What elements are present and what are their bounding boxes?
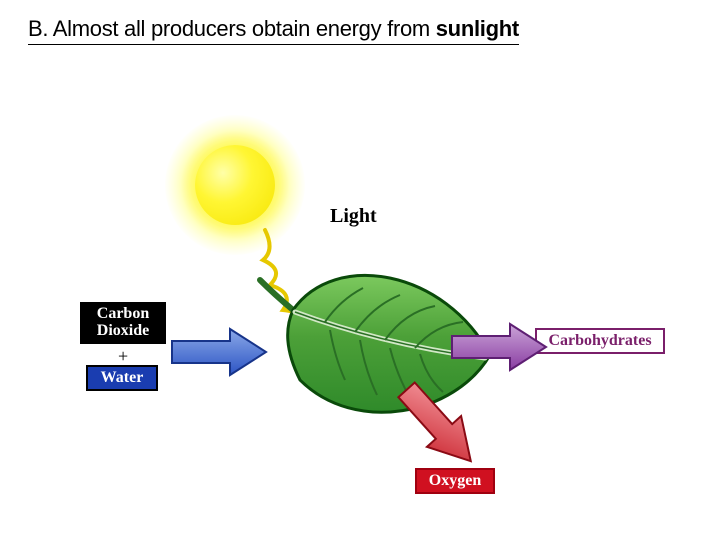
page-title: B. Almost all producers obtain energy fr… — [28, 16, 519, 45]
input-arrow-icon — [170, 325, 270, 380]
oxygen-arrow-icon — [390, 380, 490, 475]
carbohydrates-label: Carbohydrates — [535, 328, 665, 354]
carbon-dioxide-label: Carbon Dioxide — [80, 302, 166, 344]
heading-prefix: B. Almost all producers obtain energy fr… — [28, 16, 436, 41]
sun-icon — [195, 145, 275, 225]
heading-bold: sunlight — [436, 16, 519, 41]
water-label: Water — [86, 365, 158, 391]
plus-label: + — [118, 346, 128, 367]
photosynthesis-diagram: Light Carbon Dioxide + Wate — [50, 70, 670, 500]
carbs-arrow-icon — [450, 320, 550, 375]
